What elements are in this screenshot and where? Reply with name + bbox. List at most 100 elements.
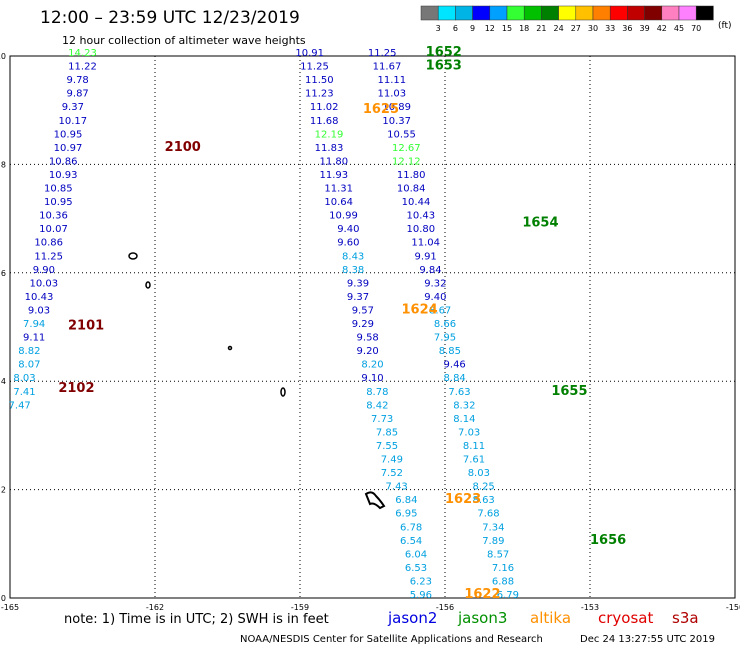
wave-height-value: 9.78: [67, 75, 89, 86]
legend-swatch: [420, 5, 439, 21]
footer-credit: NOAA/NESDIS Center for Satellite Applica…: [240, 634, 543, 645]
wave-height-value: 10.36: [39, 211, 68, 222]
wave-height-value: 7.89: [482, 536, 504, 547]
wave-height-value: 8.57: [487, 549, 509, 560]
legend-swatch: [575, 5, 594, 21]
footer-note: note: 1) Time is in UTC; 2) SWH is in fe…: [64, 612, 329, 627]
wave-height-value: 9.58: [357, 333, 379, 344]
wave-height-value: 10.86: [49, 156, 78, 167]
wave-height-value: 10.64: [324, 197, 353, 208]
legend-level-label: 21: [536, 24, 546, 33]
legend-level-label: 70: [691, 24, 701, 33]
satellite-label: cryosat: [598, 609, 654, 627]
island-outline: [280, 387, 286, 397]
wave-height-value: 10.03: [30, 278, 59, 289]
legend-level-label: 15: [502, 24, 512, 33]
wave-height-value: 10.43: [407, 211, 436, 222]
wave-height-value: 12.12: [392, 156, 421, 167]
legend-level-label: 24: [554, 24, 564, 33]
x-tick-label: -156: [436, 603, 454, 612]
wave-height-value: 10.44: [402, 197, 431, 208]
pass-time-label: 1652: [426, 45, 462, 60]
wave-height-value: 7.03: [458, 427, 480, 438]
y-tick-label: 10: [0, 52, 6, 61]
satellite-label: jason2: [388, 609, 438, 627]
legend-level-label: 30: [588, 24, 598, 33]
wave-height-value: 7.85: [376, 427, 398, 438]
pass-time-label: 2101: [68, 319, 104, 334]
legend-level-label: 42: [657, 24, 667, 33]
wave-height-value: 11.23: [305, 89, 334, 100]
wave-height-value: 9.11: [23, 333, 45, 344]
y-tick-label: 6: [1, 269, 6, 278]
wave-height-value: 10.43: [25, 292, 54, 303]
wave-height-value: 10.84: [397, 184, 426, 195]
wave-height-value: 8.07: [18, 360, 40, 371]
legend-level-label: 36: [622, 24, 632, 33]
legend-level-label: 9: [470, 24, 475, 33]
wave-height-value: 11.93: [320, 170, 349, 181]
legend-swatch: [558, 5, 577, 21]
legend-level-label: 6: [453, 24, 458, 33]
wave-height-value: 7.95: [434, 333, 456, 344]
wave-height-value: 8.38: [342, 265, 364, 276]
wave-height-value: 11.25: [368, 48, 397, 59]
island-outline: [227, 345, 233, 351]
wave-height-value: 8.43: [342, 251, 364, 262]
pass-time-label: 1623: [445, 492, 481, 507]
wave-height-value: 9.84: [419, 265, 441, 276]
pass-time-label: 2102: [58, 381, 94, 396]
wave-height-value: 10.80: [407, 224, 436, 235]
wave-height-value: 11.31: [324, 184, 353, 195]
legend-swatch: [627, 5, 645, 21]
y-tick-label: 0: [1, 594, 6, 603]
wave-height-value: 11.25: [300, 62, 329, 73]
wave-height-value: 11.04: [411, 238, 440, 249]
island-outline: [145, 281, 151, 289]
wave-height-value: 10.97: [54, 143, 83, 154]
wave-height-value: 10.99: [329, 211, 358, 222]
legend-swatch: [609, 5, 628, 21]
wave-height-value: 5.96: [410, 590, 432, 601]
wave-height-value: 8.11: [463, 441, 485, 452]
wave-height-value: 9.20: [357, 346, 379, 357]
wave-height-value: 10.95: [44, 197, 73, 208]
wave-height-value: 8.84: [444, 373, 466, 384]
wave-height-value: 10.17: [59, 116, 88, 127]
satellite-label: s3a: [672, 609, 699, 627]
pass-time-label: 2100: [165, 140, 201, 155]
wave-height-value: 8.82: [18, 346, 40, 357]
wave-height-value: 11.22: [68, 62, 97, 73]
legend-swatch: [489, 5, 508, 21]
wave-height-value: 6.78: [400, 522, 422, 533]
wave-height-value: 10.07: [39, 224, 68, 235]
wave-height-value: 8.42: [366, 400, 388, 411]
wave-height-value: 7.41: [13, 387, 35, 398]
legend-swatch: [472, 5, 491, 21]
pass-time-label: 1653: [426, 59, 462, 74]
wave-height-value: 9.37: [347, 292, 369, 303]
wave-height-value: 9.46: [444, 360, 466, 371]
wave-height-value: 9.29: [352, 319, 374, 330]
legend-level-label: 39: [640, 24, 650, 33]
wave-height-value: 9.32: [424, 278, 446, 289]
wave-height-value: 6.88: [492, 576, 514, 587]
wave-height-value: 10.93: [49, 170, 78, 181]
wave-height-value: 7.63: [448, 387, 470, 398]
wave-height-value: 10.91: [295, 48, 324, 59]
wave-height-value: 9.39: [347, 278, 369, 289]
map-frame: [9, 55, 736, 599]
legend-level-label: 12: [485, 24, 495, 33]
wave-height-value: 14.23: [68, 48, 97, 59]
wave-height-value: 11.50: [305, 75, 334, 86]
legend-swatch: [592, 5, 611, 21]
wave-height-value: 8.03: [13, 373, 35, 384]
wave-height-value: 11.03: [378, 89, 407, 100]
wave-height-value: 11.83: [315, 143, 344, 154]
wave-height-value: 12.67: [392, 143, 421, 154]
wave-height-value: 11.68: [310, 116, 339, 127]
wave-height-value: 10.95: [54, 129, 83, 140]
wave-height-value: 10.86: [34, 238, 63, 249]
legend-swatch: [523, 5, 542, 21]
